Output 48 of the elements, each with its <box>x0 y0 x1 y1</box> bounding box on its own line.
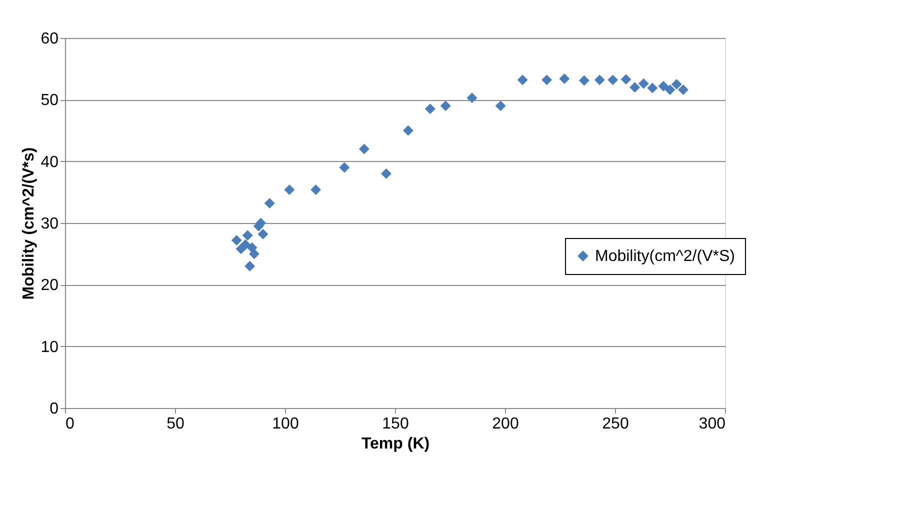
x-tick-label: 250 <box>602 416 629 432</box>
point <box>678 84 688 96</box>
y-tick-label: 50 <box>40 92 59 110</box>
point <box>671 79 682 90</box>
point <box>231 235 242 246</box>
y-tick-label: 0 <box>50 400 59 418</box>
point <box>466 92 478 104</box>
point <box>264 198 275 209</box>
point <box>240 239 251 250</box>
point <box>284 184 295 195</box>
point <box>258 228 268 240</box>
point <box>542 74 552 86</box>
x-tick-label: 100 <box>272 416 299 432</box>
point <box>244 260 256 272</box>
x-tick-label: 0 <box>66 416 74 432</box>
y-tick-label: 30 <box>40 216 59 232</box>
point <box>339 162 350 173</box>
point <box>517 74 528 86</box>
point <box>608 74 618 86</box>
point <box>310 184 322 195</box>
y-tick-label: 60 <box>40 30 59 48</box>
point <box>578 75 590 86</box>
point <box>647 82 658 94</box>
x-tick-label: 150 <box>382 416 409 432</box>
x-tick-label: 300 <box>698 416 726 432</box>
y-tick-label: 40 <box>40 154 59 171</box>
point <box>620 74 632 85</box>
point <box>559 73 570 84</box>
x-tick-label: 50 <box>166 416 184 432</box>
point <box>380 168 392 179</box>
point <box>495 100 506 112</box>
legend-label: Mobility(cm^2/(V*S) <box>595 248 735 265</box>
point <box>402 125 414 136</box>
point <box>440 100 451 112</box>
point <box>424 104 436 114</box>
point <box>358 144 370 154</box>
x-axis-title: Temp (K) <box>361 436 430 452</box>
y-tick-label: 10 <box>40 338 59 356</box>
point <box>248 248 260 260</box>
point <box>594 74 605 86</box>
y-tick-label: 20 <box>40 277 59 294</box>
point <box>638 78 649 89</box>
point <box>664 84 676 96</box>
y-axis-title: Mobility (cm^2/(V*s) <box>20 147 38 300</box>
point <box>630 82 640 93</box>
point <box>658 80 669 92</box>
point <box>242 230 253 241</box>
x-tick-label: 200 <box>492 416 519 432</box>
